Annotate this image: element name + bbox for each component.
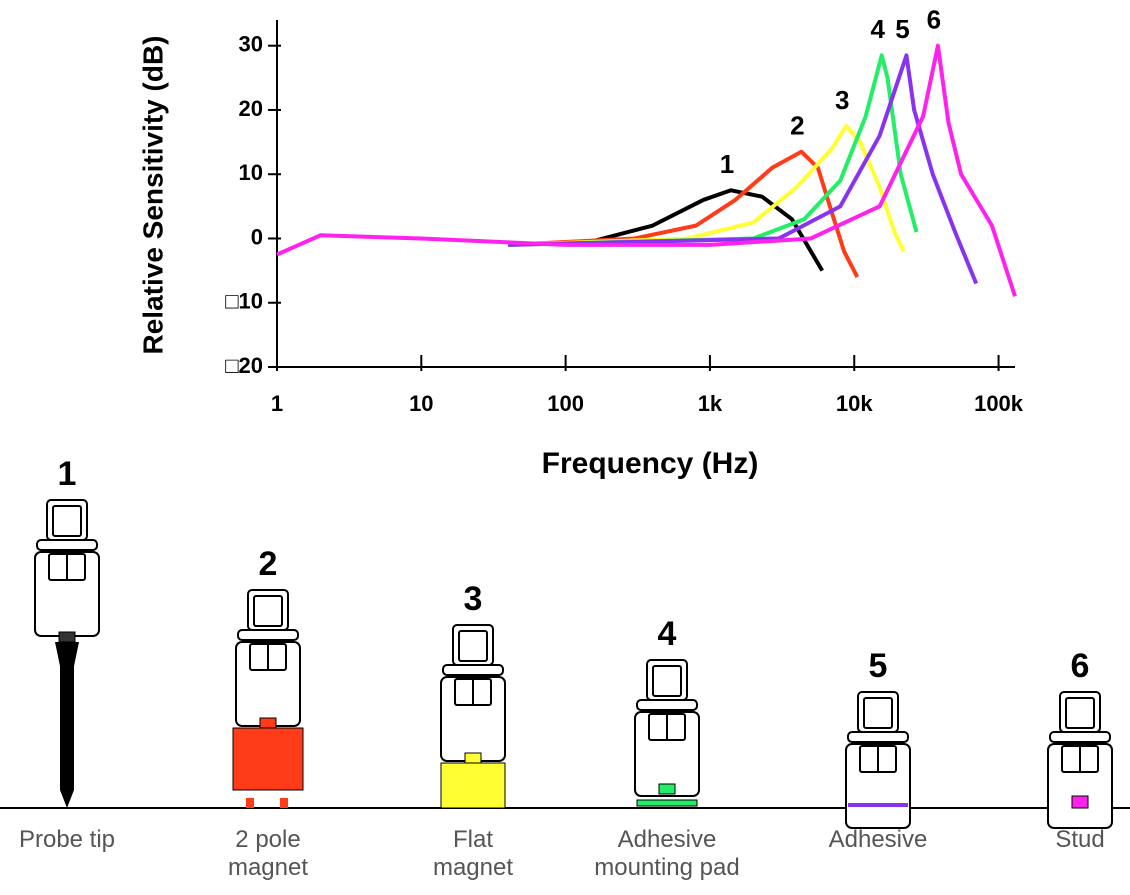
pad [636, 799, 698, 807]
sensor-collar [36, 539, 98, 551]
series-label: 5 [895, 14, 909, 44]
series-line [508, 53, 919, 247]
sensor-collar [1049, 731, 1111, 743]
sensor-cap-inner [52, 505, 82, 537]
mount-number: 1 [58, 455, 77, 493]
x-tick-label: 1k [698, 391, 723, 416]
series-line [508, 124, 906, 253]
series-line [508, 53, 979, 285]
magnet-foot [280, 798, 288, 808]
magnet [232, 727, 304, 791]
mount-number: 5 [869, 647, 888, 685]
magnet-stud [464, 752, 482, 764]
mount-number: 4 [658, 615, 677, 653]
sensor-cap-inner [863, 697, 893, 729]
stud [1071, 795, 1089, 809]
sensor-cap-inner [253, 595, 283, 627]
y-axis-label: Relative Sensitivity (dB) [137, 36, 168, 355]
probe-tip [55, 642, 79, 808]
y-tick-label: 20 [239, 96, 263, 121]
mount-number: 2 [259, 545, 278, 583]
series-label: 6 [927, 5, 941, 35]
series-label: 3 [835, 85, 849, 115]
mount-caption: Flat magnet [432, 826, 514, 881]
sensor-cap-inner [652, 665, 682, 697]
x-tick-label: 10k [836, 391, 873, 416]
x-tick-label: 100k [974, 391, 1024, 416]
pad-stud [658, 783, 676, 795]
y-tick-label: 10 [239, 160, 263, 185]
mount-caption: Adhesive [828, 826, 928, 853]
sensor-collar [237, 629, 299, 641]
mount-caption: 2 pole magnet [227, 826, 309, 881]
x-tick-label: 1 [271, 391, 283, 416]
series-label: 2 [790, 111, 804, 141]
mount-number: 6 [1071, 647, 1090, 685]
sensor-collar [442, 664, 504, 676]
x-axis-label: Frequency (Hz) [542, 447, 759, 480]
x-tick-label: 100 [547, 391, 584, 416]
series-label: 1 [720, 149, 734, 179]
series-line [508, 149, 860, 278]
series-label: 4 [870, 14, 885, 44]
sensor-cap-inner [458, 630, 488, 662]
adhesive [848, 803, 908, 807]
flat-magnet [440, 762, 506, 809]
mount-caption: Probe tip [18, 826, 116, 853]
series-line [276, 43, 1017, 297]
y-tick-label: □20 [225, 353, 263, 378]
magnet-stud [259, 717, 277, 729]
mount-caption: Stud [1055, 826, 1105, 853]
y-tick-label: 0 [251, 224, 263, 249]
mount-number: 3 [464, 580, 483, 618]
sensor-collar [636, 699, 698, 711]
y-tick-label: 30 [239, 32, 263, 57]
mount-caption: Adhesive mounting pad [594, 826, 740, 881]
x-tick-label: 10 [409, 391, 433, 416]
probe-stud [58, 631, 76, 643]
sensor-collar [847, 731, 909, 743]
magnet-foot [246, 798, 254, 808]
y-tick-label: □10 [225, 289, 263, 314]
sensor-cap-inner [1065, 697, 1095, 729]
